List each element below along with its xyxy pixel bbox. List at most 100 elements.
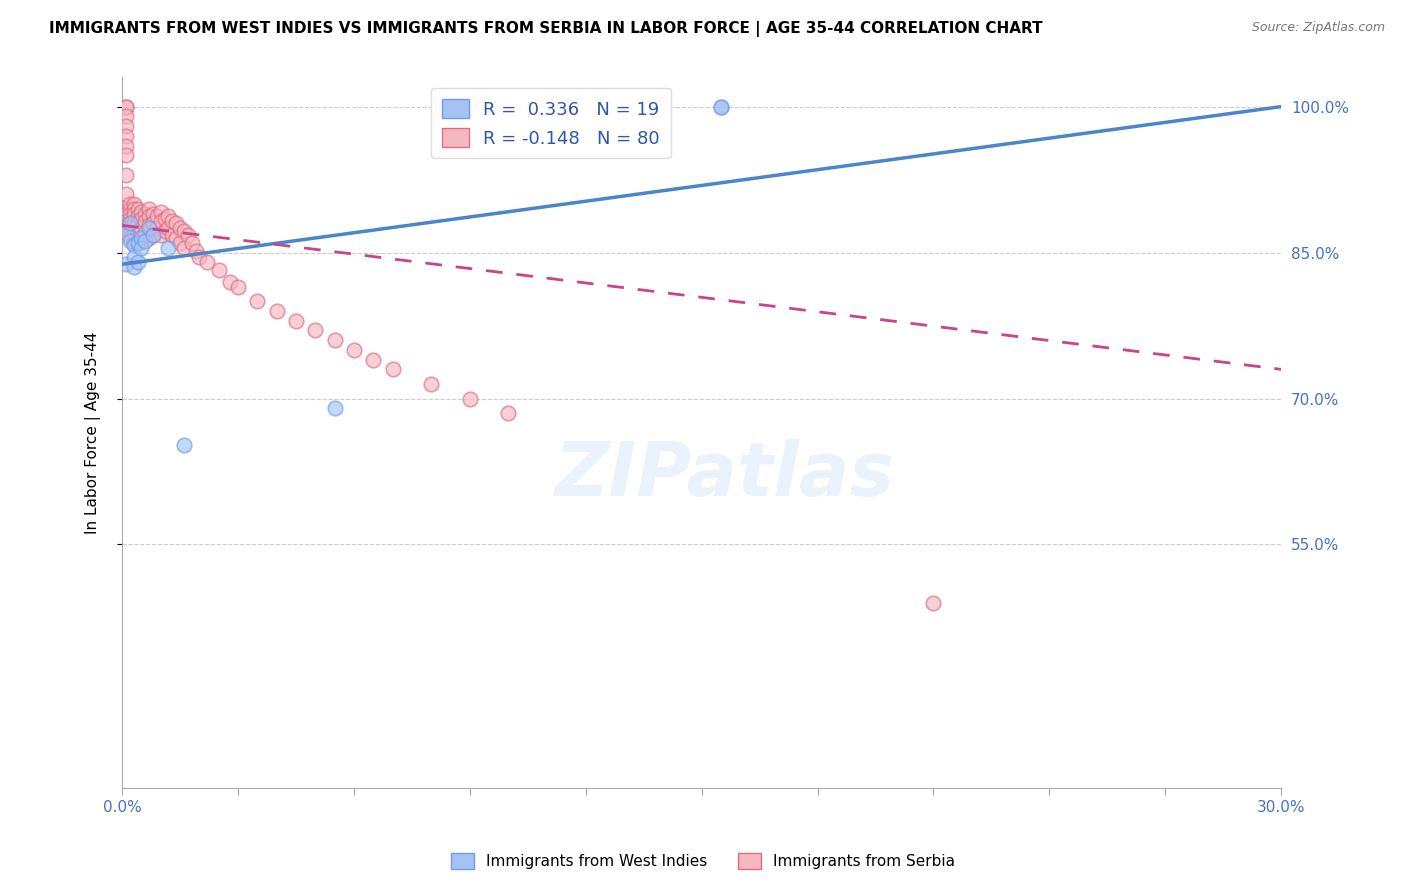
Point bbox=[165, 231, 187, 245]
Point bbox=[122, 260, 145, 275]
Point bbox=[115, 100, 138, 114]
Point bbox=[169, 235, 191, 250]
Point bbox=[361, 352, 384, 367]
Point bbox=[304, 323, 326, 337]
Point bbox=[115, 207, 138, 221]
Point bbox=[323, 401, 346, 416]
Point bbox=[131, 204, 153, 219]
Point bbox=[122, 235, 145, 250]
Point bbox=[162, 214, 184, 228]
Point bbox=[131, 241, 153, 255]
Point bbox=[131, 211, 153, 226]
Point bbox=[208, 263, 231, 277]
Point bbox=[219, 275, 242, 289]
Point bbox=[127, 226, 149, 240]
Point bbox=[173, 241, 195, 255]
Point bbox=[710, 100, 733, 114]
Point bbox=[146, 221, 169, 235]
Point bbox=[134, 234, 156, 248]
Point bbox=[115, 257, 138, 271]
Point bbox=[127, 202, 149, 216]
Y-axis label: In Labor Force | Age 35-44: In Labor Force | Age 35-44 bbox=[86, 332, 101, 533]
Point bbox=[138, 221, 160, 235]
Point bbox=[115, 187, 138, 202]
Point bbox=[118, 202, 141, 216]
Point bbox=[142, 228, 165, 243]
Point bbox=[142, 228, 165, 243]
Point bbox=[142, 216, 165, 230]
Point bbox=[146, 209, 169, 223]
Point bbox=[118, 226, 141, 240]
Point bbox=[381, 362, 404, 376]
Point bbox=[420, 376, 443, 391]
Point bbox=[127, 235, 149, 250]
Point bbox=[118, 207, 141, 221]
Point bbox=[127, 216, 149, 230]
Point bbox=[157, 241, 180, 255]
Point bbox=[115, 119, 138, 133]
Point bbox=[157, 209, 180, 223]
Point bbox=[131, 231, 153, 245]
Point bbox=[122, 216, 145, 230]
Point bbox=[131, 221, 153, 235]
Point bbox=[226, 279, 249, 293]
Point bbox=[118, 234, 141, 248]
Point bbox=[122, 251, 145, 265]
Point bbox=[323, 333, 346, 347]
Point bbox=[149, 228, 172, 243]
Point bbox=[115, 138, 138, 153]
Point bbox=[118, 231, 141, 245]
Point bbox=[498, 406, 520, 420]
Point bbox=[127, 235, 149, 250]
Point bbox=[266, 304, 288, 318]
Point bbox=[188, 251, 211, 265]
Point bbox=[118, 216, 141, 230]
Point bbox=[122, 237, 145, 252]
Point bbox=[127, 255, 149, 269]
Point bbox=[173, 224, 195, 238]
Point bbox=[157, 221, 180, 235]
Text: Source: ZipAtlas.com: Source: ZipAtlas.com bbox=[1251, 21, 1385, 35]
Legend: R =  0.336   N = 19, R = -0.148   N = 80: R = 0.336 N = 19, R = -0.148 N = 80 bbox=[432, 88, 671, 159]
Point bbox=[149, 214, 172, 228]
Point bbox=[115, 128, 138, 143]
Point bbox=[138, 219, 160, 233]
Point bbox=[195, 255, 218, 269]
Point bbox=[180, 235, 202, 250]
Point bbox=[134, 214, 156, 228]
Point bbox=[162, 228, 184, 243]
Point bbox=[285, 314, 308, 328]
Point bbox=[246, 294, 269, 309]
Point bbox=[122, 226, 145, 240]
Point bbox=[922, 596, 945, 610]
Point bbox=[115, 109, 138, 123]
Point bbox=[134, 207, 156, 221]
Point bbox=[115, 168, 138, 182]
Point bbox=[142, 207, 165, 221]
Point bbox=[153, 224, 176, 238]
Point bbox=[115, 100, 138, 114]
Point bbox=[138, 231, 160, 245]
Point bbox=[131, 234, 153, 248]
Point bbox=[115, 226, 138, 240]
Point bbox=[118, 197, 141, 211]
Text: ZIPatlas: ZIPatlas bbox=[555, 439, 894, 512]
Point bbox=[169, 221, 191, 235]
Legend: Immigrants from West Indies, Immigrants from Serbia: Immigrants from West Indies, Immigrants … bbox=[444, 847, 962, 875]
Point bbox=[153, 211, 176, 226]
Point bbox=[118, 221, 141, 235]
Point bbox=[138, 209, 160, 223]
Point bbox=[184, 244, 207, 258]
Point bbox=[122, 202, 145, 216]
Point bbox=[458, 392, 481, 406]
Point bbox=[173, 438, 195, 452]
Text: IMMIGRANTS FROM WEST INDIES VS IMMIGRANTS FROM SERBIA IN LABOR FORCE | AGE 35-44: IMMIGRANTS FROM WEST INDIES VS IMMIGRANT… bbox=[49, 21, 1043, 37]
Point bbox=[134, 226, 156, 240]
Point bbox=[149, 204, 172, 219]
Point bbox=[122, 207, 145, 221]
Point bbox=[127, 209, 149, 223]
Point bbox=[118, 216, 141, 230]
Point bbox=[165, 216, 187, 230]
Point bbox=[118, 211, 141, 226]
Point bbox=[177, 228, 200, 243]
